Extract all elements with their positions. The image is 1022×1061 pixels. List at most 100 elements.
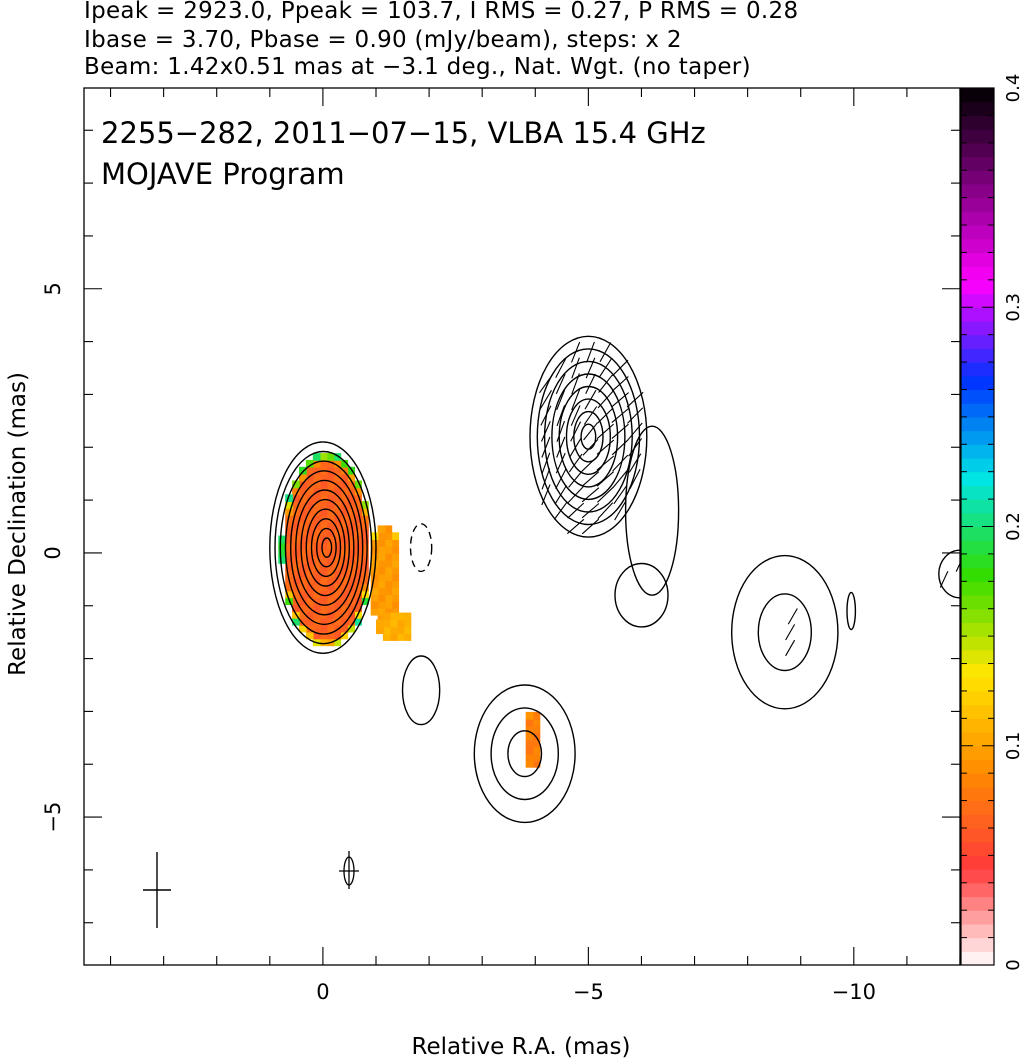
map-title: 2255−282, 2011−07−15, VLBA 15.4 GHz: [101, 116, 706, 150]
polarization-pixel: [326, 466, 335, 475]
y-tick-label: 5: [41, 282, 65, 295]
evpa-vector: [785, 624, 796, 641]
polarization-pixel: [391, 532, 400, 540]
polarization-pixel: [292, 494, 300, 502]
polarization-pixel: [391, 594, 400, 602]
polarization-pixel: [340, 487, 349, 496]
polarization-pixel: [285, 535, 293, 544]
evpa-vector: [569, 437, 582, 457]
polarization-pixel: [312, 590, 321, 599]
colorbar-swatch: [961, 211, 994, 226]
colorbar-swatch: [961, 827, 994, 843]
polarization-pixel: [319, 473, 328, 482]
polarization-pixel: [312, 487, 321, 496]
polarization-pixel: [299, 508, 307, 516]
contour-level: [507, 730, 543, 778]
polarization-pixel: [285, 583, 293, 592]
colorbar-swatch: [961, 430, 994, 445]
evpa-vector: [627, 422, 643, 441]
evpa-vector: [567, 502, 585, 519]
polarization-pixel: [384, 539, 393, 547]
colorbar-swatch: [961, 841, 994, 856]
polarization-pixel: [292, 583, 300, 592]
polarization-pixel: [326, 583, 335, 592]
contour-level: [295, 489, 355, 606]
colorbar-swatch: [961, 238, 994, 254]
colorbar-swatch: [961, 636, 994, 651]
polarization-pixel: [377, 525, 386, 534]
evpa-vector: [583, 422, 598, 441]
polarization-pixel: [347, 624, 355, 633]
contour-level: [558, 385, 619, 488]
polarization-pixel: [340, 624, 349, 633]
polarization-pixel: [333, 597, 342, 605]
polarization-pixel: [340, 583, 349, 592]
polarization-pixel: [340, 528, 349, 537]
colorbar-swatch: [961, 814, 994, 829]
colorbar-swatch: [961, 362, 994, 377]
x-axis-label: Relative R.A. (mas): [412, 1034, 631, 1060]
colorbar-swatch: [961, 485, 994, 500]
polarization-pixel: [377, 580, 386, 589]
polarization-pixel: [326, 611, 335, 619]
polarization-pixel: [354, 617, 362, 626]
polarization-pixel: [319, 501, 328, 509]
polarization-pixel: [292, 514, 300, 523]
colorbar-tick-label: 0.3: [1003, 293, 1022, 322]
polarization-pixel: [305, 487, 314, 496]
polarization-pixel: [391, 539, 400, 547]
header-beam-line: Beam: 1.42x0.51 mas at −3.1 deg., Nat. W…: [84, 54, 751, 80]
polarization-pixel: [333, 521, 342, 530]
polarization-pixel: [312, 583, 321, 592]
polarization-pixel: [292, 528, 300, 537]
evpa-vector: [581, 518, 600, 535]
polarization-pixel: [340, 590, 349, 599]
polarization-pixel: [305, 631, 314, 640]
polarization-pixel: [333, 590, 342, 599]
evpa-vector: [787, 608, 798, 625]
beam-symbol: [143, 852, 171, 928]
polarization-pixel: [285, 521, 293, 530]
contour-level: [315, 527, 337, 568]
polarization-pixel: [525, 732, 534, 741]
evpa-vector: [626, 391, 644, 408]
colorbar-swatch: [961, 649, 994, 665]
evpa-vector: [597, 502, 614, 520]
polarization-pixel: [305, 501, 314, 509]
polarization-pixel: [305, 590, 314, 599]
polarization-pixel: [391, 546, 400, 554]
evpa-vector: [614, 500, 627, 521]
polarization-pixel: [299, 569, 307, 578]
contour-level: [573, 410, 604, 463]
polarization-pixel: [384, 580, 393, 589]
evpa-vector: [599, 342, 612, 363]
polarization-pixel: [319, 508, 328, 516]
evpa-vector: [596, 439, 615, 455]
polarization-pixel: [319, 590, 328, 599]
polarization-pixel: [354, 569, 362, 578]
evpa-vector: [541, 436, 551, 458]
polarization-pixel: [285, 569, 293, 578]
polarization-pixel: [384, 601, 393, 609]
contour-level: [565, 398, 611, 476]
polarization-pixel: [396, 619, 405, 628]
polarization-pixel: [319, 617, 328, 626]
evpa-vector: [581, 471, 600, 487]
polarization-pixel: [377, 532, 386, 540]
polarization-pixel: [312, 556, 321, 564]
polarization-pixel: [319, 638, 328, 647]
colorbar-swatch: [961, 348, 994, 363]
polarization-pixel: [384, 559, 393, 568]
polarization-pixel: [361, 528, 369, 537]
polarization-pixel: [347, 528, 355, 537]
plot-frame: [83, 87, 961, 966]
polarization-pixel: [403, 626, 412, 635]
evpa-vector-layer: [539, 341, 960, 657]
polarization-pixel: [525, 711, 534, 720]
polarization-pixel: [326, 604, 335, 612]
evpa-vector: [539, 390, 552, 410]
contour-level: [757, 593, 812, 672]
polarization-pixel: [326, 597, 335, 605]
polarization-pixel: [377, 559, 386, 568]
